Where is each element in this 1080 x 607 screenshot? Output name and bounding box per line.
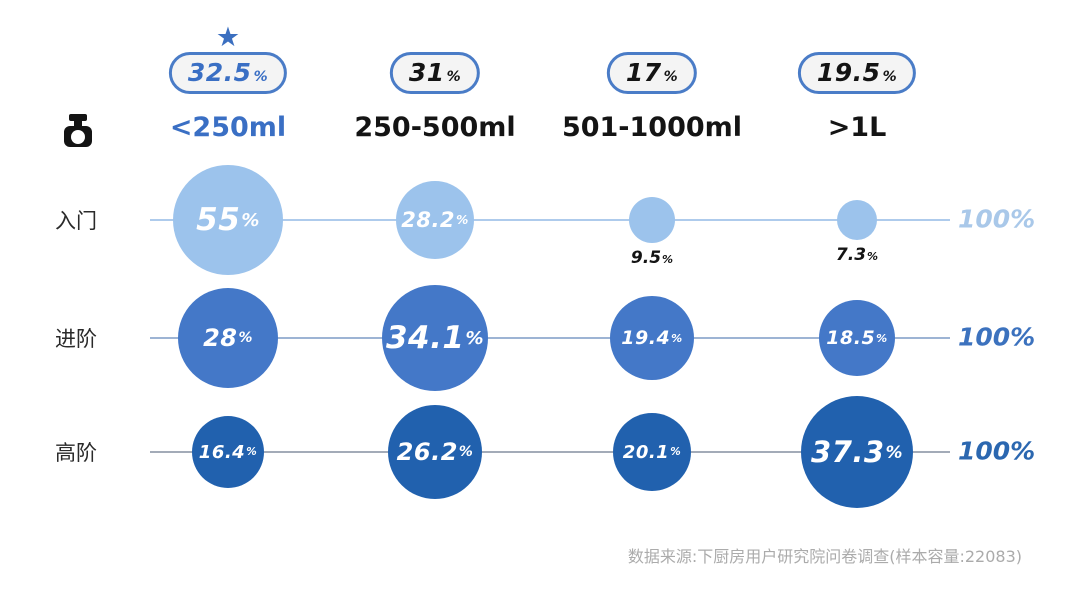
row-axis-line (150, 219, 950, 221)
bubble-value: 26.2 (396, 438, 458, 466)
percent-sign: % (458, 444, 474, 460)
badge-value: 31 (408, 58, 445, 87)
bubble-value: 9.5 (630, 248, 662, 268)
row-label: 入门 (55, 209, 97, 233)
bubble-value: 28 (203, 324, 238, 352)
bubble-value: 19.4 (621, 327, 671, 349)
row-label: 进阶 (55, 327, 97, 351)
column-header: 501-1000ml (561, 112, 743, 143)
badge-value: 19.5 (816, 58, 881, 87)
percent-sign: % (238, 330, 253, 346)
bubble-value: 37.3 (811, 435, 885, 469)
column-header: <250ml (169, 112, 287, 143)
percent-sign: % (663, 69, 679, 85)
data-bubble: 37.3% (801, 396, 913, 508)
data-bubble: 18.5% (819, 300, 895, 376)
column-total-badge: 17 % (606, 52, 698, 94)
kettle-icon (64, 114, 92, 148)
data-bubble: 28.2% (396, 181, 474, 259)
bubble-outside-label: 7.3% (836, 245, 878, 265)
data-bubble: 20.1% (613, 413, 691, 491)
percent-sign: % (662, 253, 674, 266)
percent-sign: % (246, 446, 258, 458)
percent-sign: % (671, 331, 683, 345)
row-axis-line (150, 451, 950, 453)
column-header: 250-500ml (354, 112, 516, 143)
column-total-badge: 19.5 % (797, 52, 917, 94)
kettle-body (64, 126, 92, 147)
row-total: 100% (958, 436, 1036, 466)
percent-sign: % (876, 331, 888, 345)
data-bubble: 19.4% (610, 296, 694, 380)
percent-sign: % (465, 327, 484, 349)
percent-sign: % (670, 446, 682, 458)
kettle-hole (71, 129, 85, 144)
row-total: 100% (958, 322, 1036, 352)
data-bubble (837, 200, 877, 240)
column-total-badge: 31 % (389, 52, 481, 94)
row-axis-line (150, 337, 950, 339)
data-bubble: 26.2% (388, 405, 482, 499)
bubble-value: 28.2 (401, 208, 456, 232)
bubble-value: 7.3 (835, 245, 867, 265)
percent-sign: % (867, 250, 879, 263)
data-bubble: 28% (178, 288, 278, 388)
kettle-lid (69, 114, 87, 121)
bubble-value: 55 (196, 202, 241, 238)
data-bubble (629, 197, 675, 243)
star-icon: ★ (215, 22, 241, 53)
data-source-note: 数据来源:下厨房用户研究院问卷调查(样本容量:22083) (627, 547, 1022, 566)
percent-sign: % (882, 69, 898, 85)
row-label: 高阶 (55, 441, 97, 465)
bubble-outside-label: 9.5% (631, 248, 673, 268)
percent-sign: % (241, 209, 260, 231)
bubble-value: 18.5 (826, 327, 876, 349)
bubble-value: 34.1 (385, 320, 465, 356)
percent-sign: % (456, 213, 469, 227)
badge-value: 32.5 (187, 58, 252, 87)
percent-sign: % (446, 69, 462, 85)
percent-sign: % (253, 69, 269, 85)
row-total: 100% (958, 204, 1036, 234)
data-bubble: 34.1% (382, 285, 488, 391)
badge-value: 17 (625, 58, 662, 87)
data-bubble: 55% (173, 165, 283, 275)
bubble-value: 16.4 (198, 441, 246, 463)
data-bubble: 16.4% (192, 416, 264, 488)
kettle-neck (74, 119, 82, 127)
column-header: >1L (827, 112, 887, 143)
column-total-badge: 32.5 % (168, 52, 288, 94)
bubble-value: 20.1 (622, 441, 670, 463)
percent-sign: % (885, 442, 903, 462)
